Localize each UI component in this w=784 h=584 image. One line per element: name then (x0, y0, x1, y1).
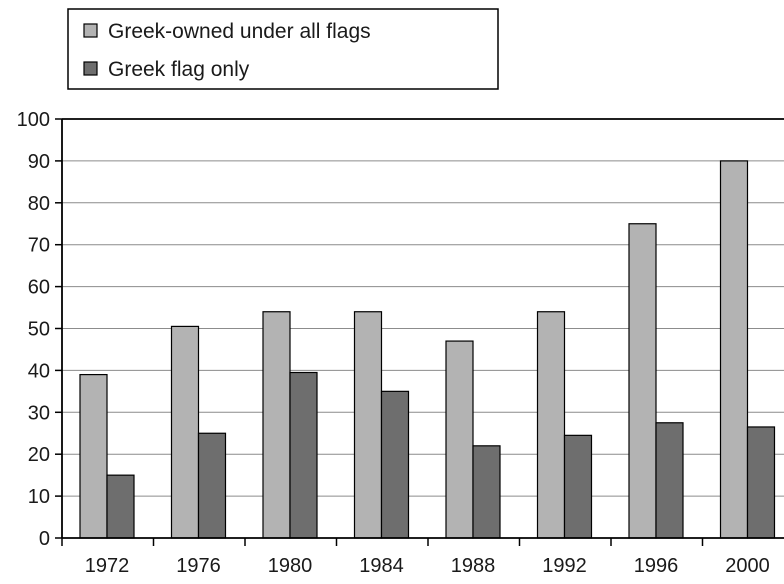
x-tick-label: 1984 (359, 555, 404, 577)
y-tick-label: 10 (28, 486, 50, 508)
bar-greek-flag-1984 (380, 390, 410, 539)
bar-all-flags-1976 (170, 325, 200, 539)
x-tick-label: 1972 (85, 555, 130, 577)
legend-box (67, 8, 499, 90)
x-tick-label: 1996 (634, 555, 679, 577)
bar-all-flags-1980 (262, 311, 291, 539)
legend-swatch-all-flags (83, 23, 98, 38)
bar-all-flags-1988 (445, 340, 474, 539)
bar-greek-flag-1972 (106, 474, 135, 539)
legend-label-all-flags: Greek-owned under all flags (108, 20, 371, 43)
x-tick-label: 1980 (268, 555, 313, 577)
y-tick-label: 100 (17, 109, 50, 131)
y-tick-label: 90 (28, 151, 50, 173)
bar-greek-flag-1996 (655, 422, 684, 539)
y-tick-label: 20 (28, 444, 50, 466)
x-tick-label: 1988 (451, 555, 496, 577)
bar-all-flags-1984 (353, 311, 383, 539)
bar-greek-flag-1992 (563, 434, 593, 539)
y-tick-label: 70 (28, 235, 50, 257)
legend-swatch-greek-flag (83, 61, 98, 76)
y-tick-label: 30 (28, 402, 50, 424)
x-tick-label: 1976 (176, 555, 221, 577)
bar-greek-flag-2000 (746, 426, 776, 539)
legend: Greek-owned under all flags Greek flag o… (67, 8, 499, 90)
x-tick-label: 1992 (542, 555, 587, 577)
bar-all-flags-2000 (719, 160, 749, 539)
axes: 0 10 20 30 40 50 60 70 80 90 100 1972 1976 1980 1984 19… (17, 109, 784, 577)
bar-greek-flag-1976 (197, 432, 227, 539)
bars (79, 160, 776, 539)
bar-greek-flag-1988 (472, 445, 501, 539)
y-tick-label: 80 (28, 193, 50, 215)
bar-greek-flag-1980 (289, 371, 318, 539)
bar-all-flags-1996 (628, 223, 657, 539)
y-tick-label: 50 (28, 319, 50, 341)
x-tick-label: 2000 (725, 555, 770, 577)
y-tick-label: 0 (39, 528, 50, 550)
bar-all-flags-1972 (79, 373, 108, 539)
y-tick-label: 40 (28, 360, 50, 382)
y-tick-label: 60 (28, 277, 50, 299)
bar-all-flags-1992 (536, 311, 566, 539)
legend-label-greek-flag: Greek flag only (108, 58, 250, 81)
